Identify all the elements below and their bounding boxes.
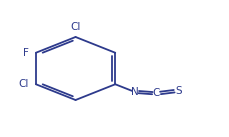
Text: C: C — [153, 89, 160, 98]
Text: Cl: Cl — [19, 79, 29, 89]
Text: Cl: Cl — [70, 22, 81, 32]
Text: N: N — [131, 87, 139, 97]
Text: S: S — [175, 86, 182, 96]
Text: F: F — [23, 48, 29, 58]
